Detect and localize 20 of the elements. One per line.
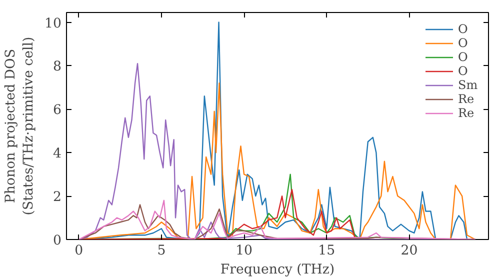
x-tick-label: 0 xyxy=(74,244,84,258)
legend-label: O xyxy=(458,36,469,50)
legend-label: O xyxy=(458,64,469,78)
legend-label: Re xyxy=(458,106,476,120)
y-tick-label: 2 xyxy=(53,190,62,206)
y-tick-label: 6 xyxy=(53,103,62,118)
legend-label: Sm xyxy=(458,78,478,92)
x-tick-label: 15 xyxy=(318,244,336,258)
legend-label: O xyxy=(458,50,469,64)
legend-label: Re xyxy=(458,92,476,106)
y-tick-label: 8 xyxy=(53,60,62,75)
x-tick-label: 20 xyxy=(400,244,418,258)
legend-label: O xyxy=(458,22,469,36)
x-axis-title: Frequency (THz) xyxy=(220,262,335,278)
x-tick-label: 5 xyxy=(157,244,166,258)
y-tick-label: 10 xyxy=(44,16,62,32)
y-tick-label: 4 xyxy=(53,146,62,162)
x-tick-label: 10 xyxy=(236,244,253,258)
y-tick-label: 0 xyxy=(53,234,62,248)
y-axis-title: Phonon projected DOS (States/THz·primitive cell) xyxy=(4,36,37,216)
